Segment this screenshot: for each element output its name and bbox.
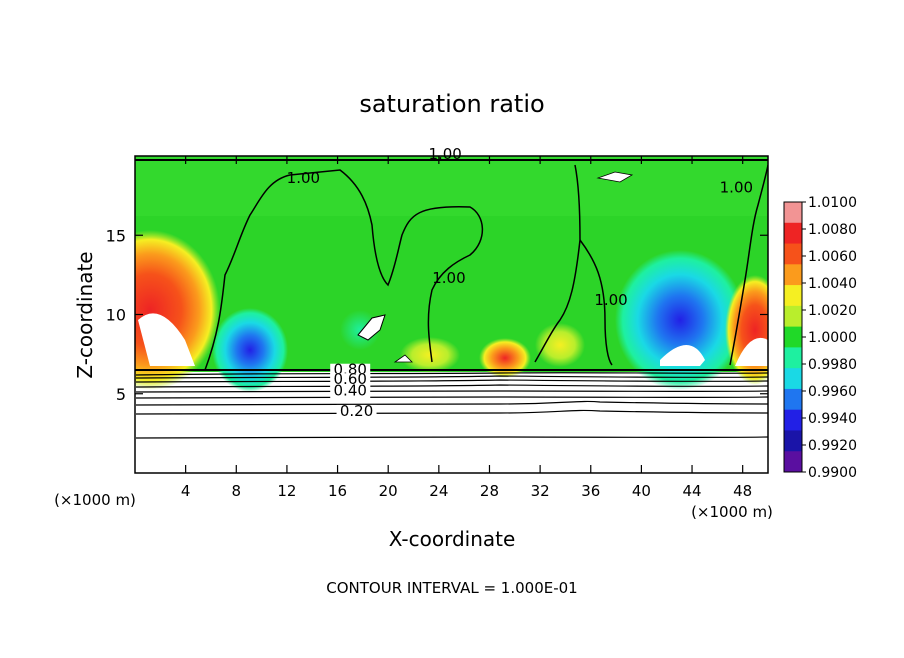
x-tick-label: 20 [379,482,398,500]
colorbar-swatch [784,347,802,369]
colorbar-swatch [784,202,802,224]
colorbar-swatch [784,264,802,286]
contour-interval-note: CONTOUR INTERVAL = 1.000E-01 [326,579,577,597]
contour-label: 1.00 [287,169,320,187]
colorbar-swatch [784,326,802,348]
x-unit-label-right: (×1000 m) [691,503,773,521]
x-tick-label: 4 [181,482,191,500]
colorbar-label: 1.0080 [808,222,857,238]
colorbar-label: 1.0040 [808,276,857,292]
x-tick-label: 16 [328,482,347,500]
x-tick-label: 24 [429,482,448,500]
contour-label: 1.00 [432,269,465,287]
contour-lines [135,164,768,439]
chart-title: saturation ratio [359,90,544,118]
x-tick-label: 48 [733,482,752,500]
contour-label: 0.20 [340,402,373,420]
colorbar-swatch [784,451,802,473]
colorbar-swatch [784,368,802,390]
colorbar-label: 1.0020 [808,303,857,319]
y-tick-label: 5 [116,385,126,404]
colorbar-swatch [784,305,802,328]
colorbar-label: 0.9920 [808,438,857,454]
contour-label-bg [330,373,371,388]
x-tick-label: 40 [632,482,651,500]
colorbar-swatch [784,285,802,307]
y-tick-label: 10 [106,306,126,325]
colorbar-label: 1.0060 [808,249,857,265]
colorbar-label: 0.9940 [808,411,857,427]
colorbar-swatch [784,222,802,245]
contour-label: 1.00 [428,145,461,163]
saturation-field [135,156,768,473]
x-tick-label: 8 [232,482,242,500]
y-tick-label: 15 [106,226,126,245]
x-axis-title: X-coordinate [389,527,516,551]
colorbar-label: 1.0100 [808,195,857,211]
y-axis-title: Z-coordinate [73,251,97,378]
x-tick-label: 12 [277,482,296,500]
colorbar-label: 0.9980 [808,357,857,373]
x-tick-label: 32 [531,482,550,500]
x-tick-label: 36 [581,482,600,500]
colorbar-swatch [784,409,802,431]
colorbar-swatch [784,430,802,452]
colorbar-swatch [784,388,802,411]
colorbar-label: 1.0000 [808,330,857,346]
contour-label: 1.00 [720,178,753,196]
x-tick-label: 28 [480,482,499,500]
contour-label: 1.00 [594,291,627,309]
colorbar-swatch [784,243,802,265]
colorbar-label: 0.9960 [808,384,857,400]
contour-label: 0.60 [334,370,367,388]
colorbar-label: 0.9900 [808,465,857,481]
contour-label: 0.40 [334,381,367,399]
contour-label-bg [336,404,377,419]
x-unit-label-left: (×1000 m) [54,491,136,509]
contour-label-bg [330,384,371,399]
x-tick-label: 44 [682,482,701,500]
colorbar [783,201,803,473]
